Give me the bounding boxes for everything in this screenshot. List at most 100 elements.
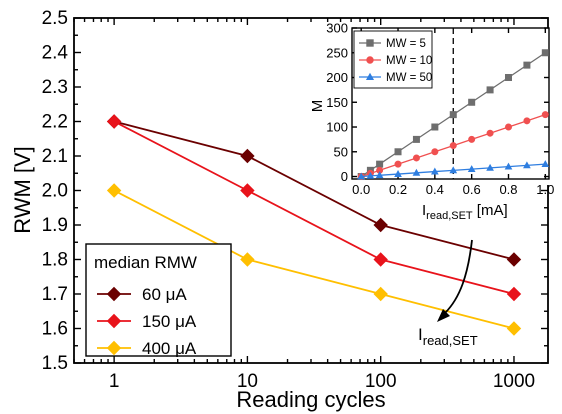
- inset-data-point: [412, 154, 420, 162]
- inset-y-axis-label: M: [309, 100, 326, 113]
- main-legend: median RMW 60 μA 150 μA 400 μA: [85, 243, 232, 358]
- inset-y-tick-label: 200: [326, 70, 348, 85]
- x-tick-label: 10: [237, 371, 258, 392]
- inset-data-point: [504, 162, 513, 170]
- x-tick-label: 1: [109, 371, 120, 392]
- inset-legend-marker: [366, 39, 374, 47]
- inset-data-point: [449, 111, 457, 119]
- inset-x-axis-label: Iread,SET [mA]: [422, 202, 508, 222]
- inset-legend-label: MW = 50: [386, 72, 432, 84]
- inset-data-point: [541, 160, 550, 168]
- y-tick-label: 2.5: [42, 8, 68, 29]
- inset-y-tick-label: 250: [326, 45, 348, 60]
- inset-data-point: [412, 135, 420, 143]
- annotation-label-subscript: read,SET: [423, 333, 478, 348]
- data-point: [240, 183, 255, 198]
- inset-legend-marker: [365, 72, 375, 81]
- inset-legend-items: MW = 5 MW = 10 MW = 50: [359, 38, 432, 84]
- x-tick-label: 1000: [493, 371, 535, 392]
- data-point: [373, 286, 388, 302]
- inset-data-point: [523, 61, 531, 69]
- inset-data-point: [431, 167, 439, 175]
- inset-data-point: [504, 74, 512, 82]
- y-tick-label: 2.1: [42, 146, 68, 167]
- inset-y-tick-label: 0: [341, 169, 348, 184]
- inset-x-tick-label: 0.6: [463, 182, 481, 197]
- data-point: [373, 252, 388, 267]
- annotation-arrow-path: [444, 239, 473, 314]
- y-tick-label: 1.9: [42, 215, 68, 236]
- data-point: [506, 286, 522, 302]
- inset-data-point: [375, 171, 384, 179]
- inset-data-point: [486, 129, 494, 137]
- series-line: [113, 120, 515, 261]
- annotation-label: Iread,SET: [418, 325, 478, 348]
- y-tick-label: 1.5: [42, 353, 68, 374]
- y-tick-label: 1.7: [42, 284, 68, 305]
- data-point: [106, 114, 122, 129]
- inset-data-point: [541, 49, 549, 57]
- inset-data-point: [394, 170, 402, 177]
- annotation-arrowhead: [437, 309, 450, 322]
- main-axes: 1.5 1.6 1.7 1.8 1.9 2.0 2.1 2.2 2.3 2.4 2.5 1 10 100 1…: [42, 8, 548, 392]
- main-series-group: [106, 114, 522, 336]
- legend-label: 150 μA: [142, 312, 197, 331]
- inset-data-point: [486, 86, 494, 94]
- inset-data-point: [412, 168, 421, 176]
- inset-data-point: [376, 160, 384, 168]
- inset-y-tick-label: 300: [326, 21, 348, 36]
- annotation-arrow: [437, 239, 473, 322]
- inset-x-tick-label: 1.0: [536, 182, 554, 197]
- inset-x-tick-label: 0.4: [426, 182, 444, 197]
- data-point: [106, 183, 122, 198]
- inset-data-point: [523, 117, 531, 125]
- data-point: [240, 252, 255, 267]
- inset-data-point: [467, 165, 476, 172]
- inset-data-point: [486, 163, 494, 171]
- series-line: [113, 120, 515, 295]
- inset-data-point: [394, 148, 402, 156]
- main-x-axis-label: Reading cycles: [236, 387, 385, 412]
- legend-label: 400 μA: [142, 339, 197, 358]
- inset-y-tick-label: 150: [326, 95, 348, 110]
- x-tick-label: 100: [365, 371, 397, 392]
- inset-legend: MW = 5 MW = 10 MW = 50: [353, 30, 433, 89]
- inset-legend-marker: [366, 56, 374, 64]
- inset-data-point: [541, 111, 549, 119]
- inset-data-point: [468, 135, 476, 143]
- data-point: [506, 321, 522, 336]
- inset-y-tick-label: 100: [326, 120, 348, 135]
- inset-data-point: [431, 123, 439, 131]
- data-point: [373, 217, 388, 233]
- inset-data-point: [449, 142, 457, 150]
- inset-axes: 0 50 100 150 200 250 300 0.0 0.2 0.4 0.6 0.8 1.0: [326, 21, 554, 198]
- inset-data-point: [394, 160, 402, 168]
- annotation-label-main: I: [418, 325, 423, 344]
- data-point: [240, 148, 255, 164]
- inset-data-point: [468, 98, 476, 106]
- main-y-axis-label: RWM [V]: [10, 146, 35, 234]
- inset-x-tick-label: 0.8: [499, 182, 517, 197]
- inset-data-point: [357, 172, 366, 180]
- y-tick-label: 2.0: [42, 181, 68, 202]
- inset-legend-label: MW = 10: [386, 55, 432, 67]
- inset-x-axis-label-unit: [mA]: [473, 202, 508, 219]
- legend-marker: [106, 340, 122, 356]
- y-tick-label: 2.3: [42, 77, 68, 98]
- inset-plot-frame: [351, 27, 550, 180]
- y-tick-label: 1.6: [42, 319, 68, 340]
- inset-x-tick-label: 0.0: [352, 182, 370, 197]
- legend-marker: [106, 313, 122, 329]
- inset-x-axis-label-subscript: read,SET: [426, 210, 473, 222]
- data-point: [506, 252, 522, 267]
- inset-data-point: [504, 123, 512, 131]
- inset-chart: 0 50 100 150 200 250 300 0.0 0.2 0.4 0.6 0.8 1.0 M I…: [309, 21, 554, 223]
- inset-data-point: [449, 166, 458, 174]
- inset-data-point: [366, 171, 375, 179]
- main-legend-title: median RMW: [94, 253, 197, 272]
- y-tick-label: 2.2: [42, 112, 68, 133]
- inset-series-group: [357, 49, 550, 181]
- main-legend-box: [85, 243, 232, 357]
- y-tick-label: 2.4: [42, 43, 69, 64]
